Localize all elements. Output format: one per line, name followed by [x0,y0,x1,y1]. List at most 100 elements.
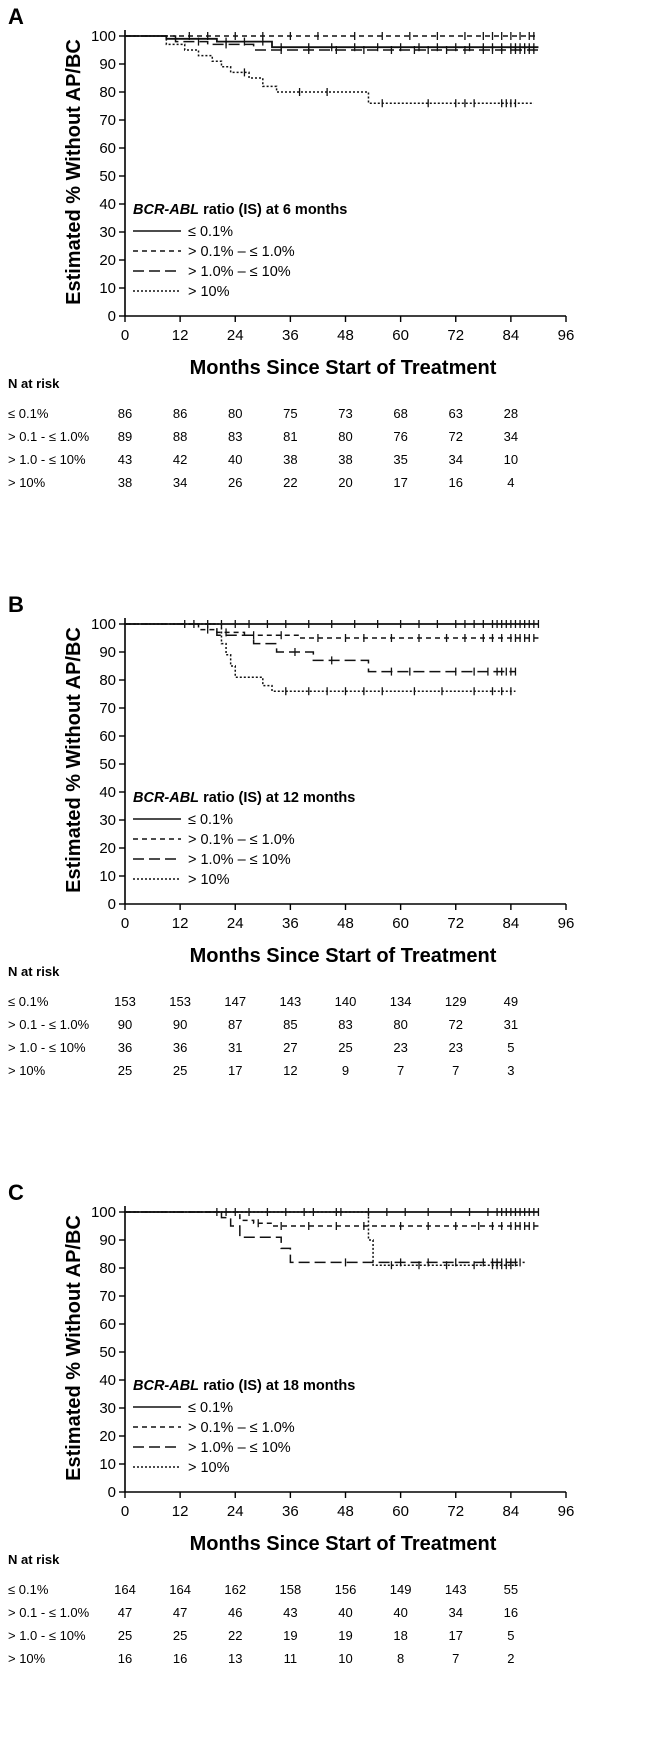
y-tick-label: 20 [99,840,116,857]
x-axis-title: Months Since Start of Treatment [190,945,497,967]
risk-count: 40 [338,1605,353,1620]
risk-count: 27 [283,1040,298,1055]
risk-count: 11 [283,1651,298,1666]
risk-table-title: N at risk [8,376,60,391]
risk-count: 13 [228,1651,243,1666]
risk-row-label: > 0.1 - ≤ 1.0% [8,1605,90,1620]
risk-count: 17 [448,1628,463,1643]
y-tick-label: 100 [91,616,116,633]
legend-item-label: > 0.1% – ≤ 1.0% [188,832,295,848]
y-tick-label: 20 [99,1428,116,1445]
risk-count: 35 [393,452,408,467]
censor-marks-long-dash [294,648,517,676]
risk-count: 90 [117,1017,133,1032]
risk-count: 10 [338,1651,353,1666]
x-tick-label: 36 [282,327,299,344]
risk-count: 34 [503,429,519,444]
risk-count: 22 [283,475,298,490]
x-axis-title: Months Since Start of Treatment [190,357,497,379]
risk-count: 25 [117,1063,133,1078]
legend-title-gene: BCR-ABL [133,1378,199,1394]
risk-count: 47 [117,1605,133,1620]
risk-count: 17 [393,475,408,490]
risk-count: 72 [448,1017,463,1032]
risk-count: 12 [283,1063,298,1078]
x-tick-label: 72 [447,1503,464,1520]
y-tick-label: 30 [99,812,116,829]
risk-count: 4 [507,475,515,490]
risk-count: 156 [334,1582,357,1597]
y-tick-label: 30 [99,224,116,241]
risk-count: 80 [228,406,243,421]
legend-title: BCR-ABL ratio (IS) at 12 months [133,790,355,806]
km-panel-b: B 0 10 20 30 40 50 60 70 80 90 100 0 12 24 36 48 60 72 84 96… [0,588,648,1176]
km-panel-c: C 0 10 20 30 40 50 60 70 80 90 100 0 12 24 36 48 60 72 84 96… [0,1176,648,1764]
y-tick-label: 80 [99,672,116,689]
risk-row-label: > 0.1 - ≤ 1.0% [8,429,90,444]
x-tick-label: 60 [392,327,409,344]
risk-count: 36 [117,1040,133,1055]
risk-count: 40 [393,1605,408,1620]
legend-item-label: ≤ 0.1% [188,1400,233,1416]
km-curve-long-dash [125,1211,525,1264]
x-tick-label: 60 [392,915,409,932]
risk-count: 72 [448,429,463,444]
risk-table-title: N at risk [8,964,60,979]
y-tick-label: 90 [99,56,116,73]
risk-count: 25 [172,1628,188,1643]
risk-count: 28 [503,406,519,421]
x-tick-label: 24 [227,915,244,932]
risk-count: 2 [507,1651,515,1666]
risk-count: 19 [338,1628,353,1643]
x-axis-title: Months Since Start of Treatment [190,1533,497,1555]
censor-marks-short-dash [188,32,535,40]
y-tick-label: 60 [99,728,116,745]
legend-item-label: > 0.1% – ≤ 1.0% [188,1420,295,1436]
risk-count: 43 [117,452,133,467]
y-tick-label: 100 [91,28,116,45]
km-plot: B 0 10 20 30 40 50 60 70 80 90 100 0 12 24 36 48 60 72 84 96… [8,592,574,967]
risk-count: 88 [172,429,188,444]
x-tick-label: 24 [227,1503,244,1520]
risk-count: 42 [172,452,188,467]
y-tick-label: 50 [99,1344,116,1361]
legend-title-text: ratio (IS) at 18 months [199,1378,355,1394]
y-tick-label: 10 [99,280,116,297]
legend-title-gene: BCR-ABL [133,202,199,218]
x-tick-label: 12 [172,327,189,344]
x-tick-label: 48 [337,915,354,932]
panel-label: C [8,1180,24,1205]
y-tick-label: 50 [99,756,116,773]
risk-count: 36 [172,1040,188,1055]
risk-count: 134 [389,994,412,1009]
panel-label: B [8,592,24,617]
risk-count: 38 [117,475,133,490]
risk-count: 90 [172,1017,188,1032]
x-tick-label: 0 [121,327,129,344]
risk-row-label: ≤ 0.1% [8,1582,49,1597]
risk-count: 143 [279,994,302,1009]
legend-item-label: > 1.0% – ≤ 10% [188,264,291,280]
risk-count: 86 [117,406,133,421]
legend-item-label: > 1.0% – ≤ 10% [188,1440,291,1456]
risk-count: 76 [393,429,408,444]
y-tick-label: 30 [99,1400,116,1417]
y-tick-label: 90 [99,644,116,661]
risk-count: 9 [341,1063,350,1078]
x-tick-label: 84 [503,1503,520,1520]
risk-table-row: > 10% 16 16 13 11 10 8 7 2 [8,1651,638,1667]
y-axis-title: Estimated % Without AP/BC [63,627,85,893]
km-curve-dotted [125,35,534,104]
km-curve-short-dash [125,1211,539,1227]
legend-item-label: > 10% [188,284,230,300]
risk-count: 20 [338,475,353,490]
y-tick-label: 40 [99,196,116,213]
legend-title: BCR-ABL ratio (IS) at 6 months [133,202,347,218]
risk-row-label: > 1.0 - ≤ 10% [8,1040,86,1055]
km-panel-a: A 0 10 20 30 40 50 60 70 80 90 100 0 12 24 36 48 60 72 84 96… [0,0,648,588]
risk-row-label: > 10% [8,475,46,490]
x-tick-label: 36 [282,915,299,932]
risk-count: 55 [503,1582,519,1597]
x-tick-label: 84 [503,327,520,344]
y-axis-title: Estimated % Without AP/BC [63,1215,85,1481]
